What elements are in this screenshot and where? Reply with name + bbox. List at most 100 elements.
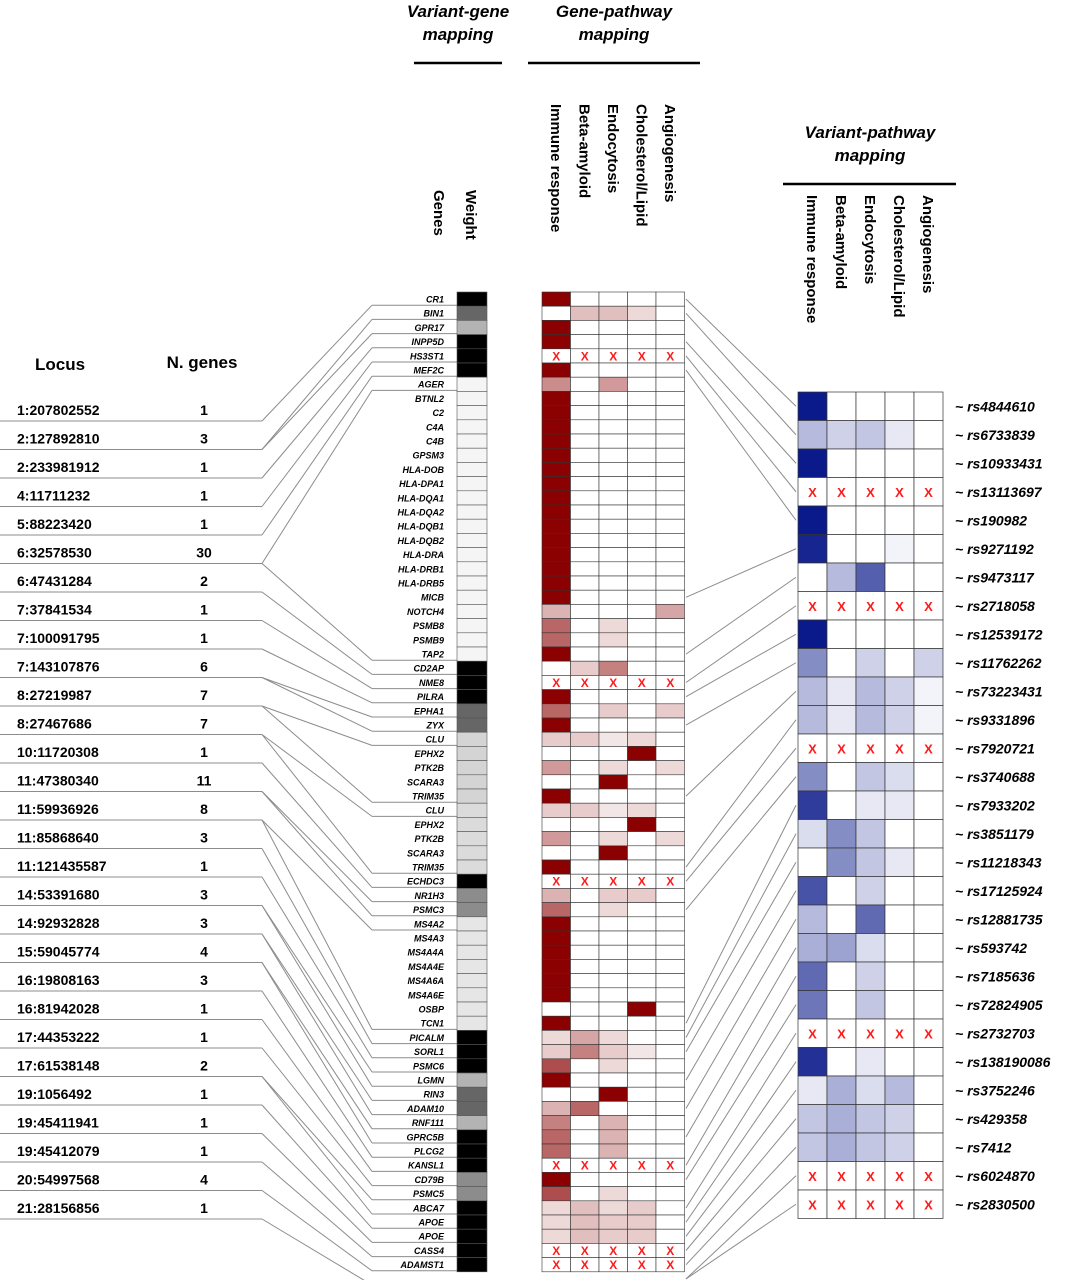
gene-weight-cell: [456, 476, 488, 492]
locus-label: 7:37841534: [17, 602, 92, 618]
locus-n-genes: 4: [200, 944, 208, 960]
variant-pathway-cell: [797, 733, 828, 763]
gene-pathway-cell: [541, 1058, 571, 1074]
gene-label: MICB: [421, 593, 444, 603]
gene-pathway-cell: [655, 334, 685, 350]
missing-mark: X: [666, 875, 674, 889]
gene-weight-cell: [456, 362, 488, 378]
variant-pathway-cell: [913, 1018, 944, 1048]
gene-pathway-cell: [655, 930, 685, 946]
gene-weight-cell: [456, 334, 488, 350]
gene-pathway-cell: [598, 1200, 628, 1216]
gene-pathway-cell: [655, 405, 685, 421]
gene-pathway-cell: [570, 575, 600, 591]
locus-gene-connector: [261, 848, 373, 1044]
gene-pathway-cell: [598, 433, 628, 449]
gene-pathway-cell: [655, 1086, 685, 1102]
missing-mark: X: [638, 1159, 646, 1173]
gene-pathway-cell: [655, 973, 685, 989]
locus-label: 6:32578530: [17, 545, 92, 561]
gene-pathway-cell: [598, 760, 628, 776]
variant-rsid-label: ~ rs190982: [955, 512, 1027, 528]
missing-mark: X: [837, 741, 846, 756]
gene-pathway-cell: [598, 320, 628, 335]
gene-pathway-cell: [655, 944, 685, 960]
gene-pathway-cell: [627, 802, 657, 818]
variant-pathway-cell: [826, 790, 857, 820]
locus-label: 16:81942028: [17, 1001, 100, 1017]
gene-label: PSMB9: [413, 635, 444, 645]
variant-pathway-cell: [826, 933, 857, 963]
gene-pathway-cell: [541, 547, 571, 563]
gene-pathway-cell: [627, 1228, 657, 1244]
gene-label: PLCG2: [414, 1147, 444, 1157]
locus-n-genes: 1: [200, 1001, 208, 1017]
gene-pathway-cell: [570, 1044, 600, 1060]
missing-mark: X: [638, 1244, 646, 1258]
gene-pathway-cell: [570, 476, 600, 492]
gene-pathway-cell: [570, 533, 600, 548]
gene-pathway-cell: [655, 433, 685, 449]
gene-variant-connector: [685, 747, 797, 882]
variant-pathway-cell: [884, 619, 915, 649]
gene-pathway-cell: [570, 433, 600, 449]
gene-weight-cell: [456, 760, 488, 776]
missing-mark: X: [638, 349, 646, 363]
gene-pathway-cell: [570, 788, 600, 804]
gene-pathway-cell: [541, 632, 571, 648]
gene-pathway-cell: [627, 320, 657, 335]
variant-rsid-label: ~ rs72824905: [955, 997, 1043, 1013]
gene-label: HLA-DQB2: [398, 536, 445, 546]
gene-pathway-cell: [598, 1015, 628, 1031]
gene-label: PTK2B: [414, 834, 444, 844]
variant-pathway-cell: [884, 876, 915, 906]
gene-pathway-cell: [570, 518, 600, 534]
variant-pathway-cell: [855, 505, 886, 535]
gene-weight-cell: [456, 561, 488, 577]
gene-pathway-cell: [627, 1200, 657, 1216]
gene-pathway-cell: [655, 604, 685, 619]
variant-pathway-cell: [797, 591, 828, 621]
gene-pathway-cell: [598, 391, 628, 406]
gene-pathway-cell: [598, 959, 628, 974]
variant-pathway-cell: [797, 819, 828, 849]
variant-pathway-cell: [826, 1047, 857, 1077]
variant-pathway-cell: [884, 534, 915, 564]
gene-pathway-header-endocytosis: Endocytosis: [604, 104, 621, 193]
gene-weight-cell: [456, 888, 488, 903]
gene-pathway-cell: [541, 1172, 571, 1187]
gene-pathway-cell: [570, 1101, 600, 1116]
locus-gene-connector: [261, 375, 373, 536]
missing-mark: X: [866, 741, 875, 756]
gene-pathway-cell: [570, 703, 600, 719]
gene-pathway-cell: [570, 731, 600, 747]
missing-mark: X: [808, 1197, 817, 1212]
gene-pathway-cell: [541, 1129, 571, 1145]
variant-pathway-cell: [855, 876, 886, 906]
variant-pathway-cell: [797, 847, 828, 877]
gene-variant-connector: [685, 1118, 797, 1251]
gene-pathway-cell: [655, 703, 685, 719]
gene-pathway-cell: [598, 944, 628, 960]
gene-pathway-cell: [627, 561, 657, 577]
gene-pathway-cell: [541, 561, 571, 577]
gene-label: ADAM10: [406, 1104, 444, 1114]
gene-label: CASS4: [414, 1246, 444, 1256]
gene-pathway-cell: [570, 831, 600, 847]
gene-weight-cell: [456, 1214, 488, 1230]
variant-pathway-cell: [913, 990, 944, 1020]
missing-mark: X: [924, 1169, 933, 1184]
gene-weight-cell: [456, 504, 488, 520]
gene-pathway-cell: [598, 1214, 628, 1230]
variant-rsid-label: ~ rs12539172: [955, 626, 1043, 642]
gene-pathway-cell: [598, 618, 628, 634]
variant-pathway-cell: [855, 904, 886, 934]
gene-label: MS4A3: [414, 934, 444, 944]
gene-variant-connector: [685, 1175, 797, 1280]
gene-pathway-cell: [598, 419, 628, 435]
variant-pathway-cell: [913, 819, 944, 849]
variant-rsid-label: ~ rs3752246: [955, 1082, 1035, 1098]
missing-mark: X: [581, 349, 589, 363]
gene-pathway-cell: [627, 490, 657, 506]
gene-pathway-cell: [541, 717, 571, 733]
